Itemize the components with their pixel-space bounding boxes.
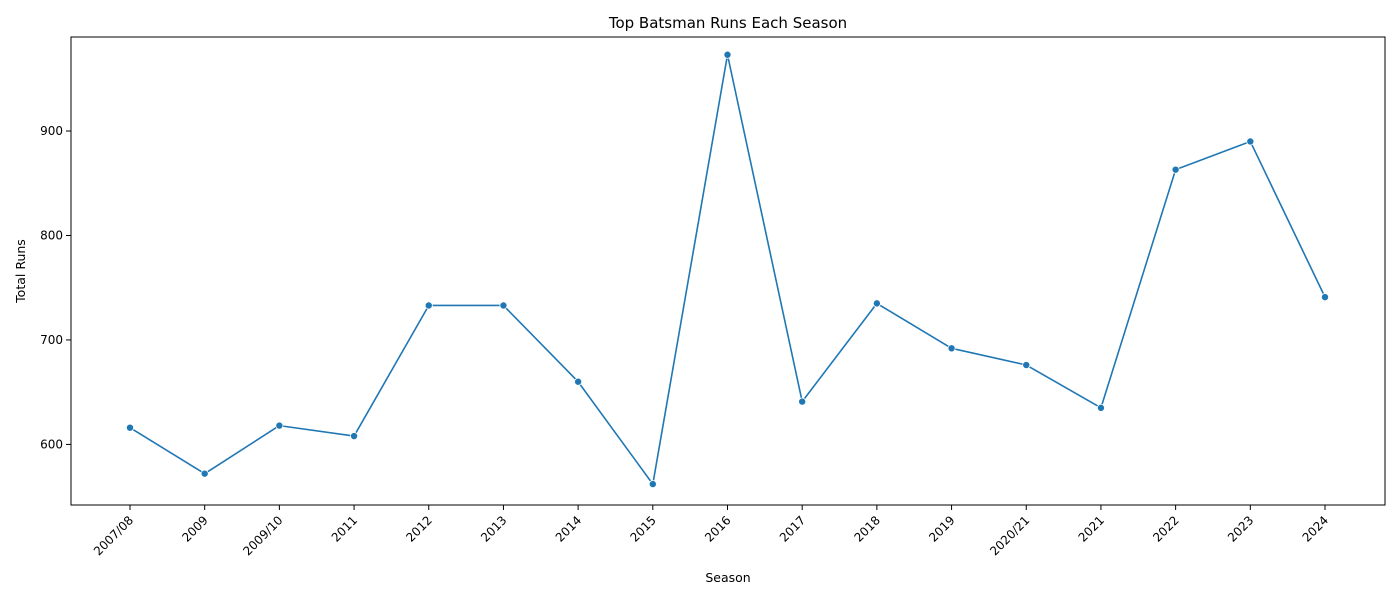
data-point (200, 469, 209, 478)
x-tick-label: 2021 (1076, 513, 1107, 544)
data-point (424, 301, 433, 310)
x-tick-label: 2024 (1300, 513, 1331, 544)
data-point (723, 50, 732, 59)
x-tick-label: 2017 (777, 513, 808, 544)
data-point (1321, 293, 1330, 302)
plot-area-frame (70, 36, 1386, 506)
x-tick-label: 2022 (1150, 513, 1181, 544)
x-tick-label: 2014 (553, 513, 584, 544)
data-point (1096, 403, 1105, 412)
x-tick-label: 2012 (403, 513, 434, 544)
data-point (947, 344, 956, 353)
x-tick-label: 2016 (702, 513, 733, 544)
x-tick-label: 2011 (329, 513, 360, 544)
x-axis-title: Season (705, 570, 750, 585)
data-point (126, 423, 135, 432)
x-tick-label: 2020/21 (987, 513, 1032, 558)
data-point (350, 432, 359, 441)
data-point (1171, 165, 1180, 174)
x-tick-label: 2009/10 (240, 513, 285, 558)
data-point (1022, 361, 1031, 370)
data-point (275, 421, 284, 430)
chart-title: Top Batsman Runs Each Season (608, 14, 847, 32)
data-point (499, 301, 508, 310)
series-layer (126, 50, 1330, 489)
data-point (1246, 137, 1255, 146)
x-tick-label: 2023 (1225, 513, 1256, 544)
series-line (129, 53, 1326, 485)
x-tick-label: 2015 (627, 513, 658, 544)
data-point (798, 397, 807, 406)
x-tick-label: 2019 (926, 513, 957, 544)
x-axis: 2007/08 2009 2009/10 2011 2012 2013 2014 2015 20… (91, 505, 1331, 558)
data-point (574, 377, 583, 386)
x-tick-label: 2018 (851, 513, 882, 544)
x-tick-label: 2009 (179, 513, 210, 544)
x-tick-label: 2007/08 (91, 513, 136, 558)
y-axis: 600 700 800 900 (40, 124, 71, 451)
y-tick-label: 800 (40, 228, 63, 242)
y-tick-label: 700 (40, 333, 63, 347)
y-tick-label: 600 (40, 437, 63, 451)
y-axis-title: Total Runs (13, 239, 28, 304)
data-point (872, 299, 881, 308)
y-tick-label: 900 (40, 124, 63, 138)
data-point (648, 480, 657, 489)
x-tick-label: 2013 (478, 513, 509, 544)
